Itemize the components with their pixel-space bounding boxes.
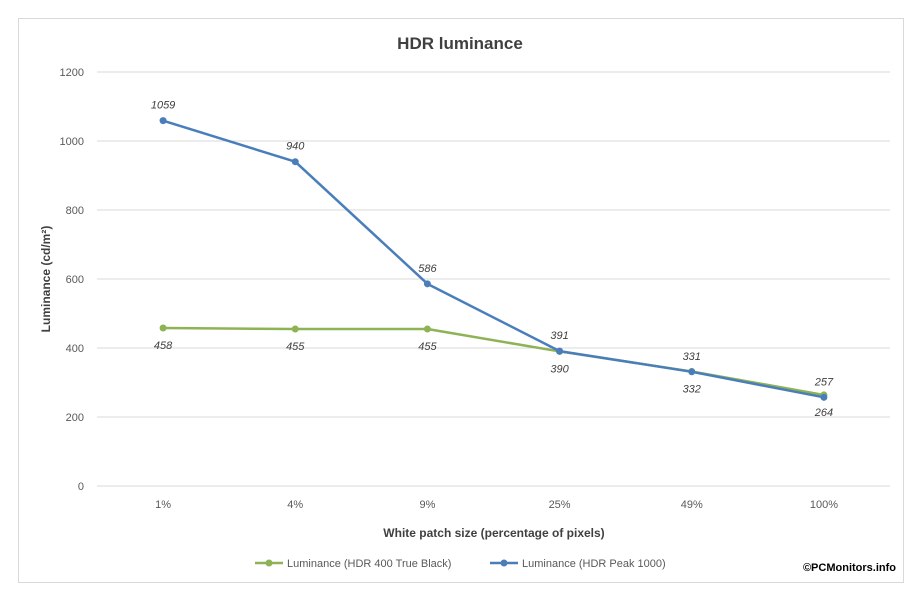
y-tick-label: 1200 [60,67,84,79]
x-tick-label: 100% [810,499,838,511]
x-tick-label: 49% [681,499,703,511]
data-label: 264 [814,407,833,419]
data-label: 1059 [151,100,175,112]
series-line [162,119,825,399]
series-hdr1000: 1059 940 586 391 331 257 [151,100,834,401]
data-point [688,368,696,376]
data-label: 455 [286,341,305,353]
data-label: 391 [550,330,568,342]
x-tick-label: 4% [287,499,303,511]
data-point [291,325,299,333]
data-label: 586 [418,263,437,275]
data-label: 331 [683,351,701,363]
legend-swatch-marker [500,559,508,567]
data-point [159,117,167,125]
series-hdr400: 458 455 455 390 332 264 [154,324,833,419]
data-label: 332 [683,383,701,395]
x-tick-label: 9% [419,499,435,511]
series-line [163,326,825,397]
y-axis-ticks: 0 200 400 600 800 1000 1200 [60,67,84,493]
x-tick-label: 1% [155,499,171,511]
data-label: 458 [154,340,173,352]
legend-swatch-marker [265,559,273,567]
chart-frame [18,18,904,583]
y-tick-label: 800 [66,205,84,217]
data-point [423,325,431,333]
data-label: 257 [814,376,834,388]
legend-label: Luminance (HDR Peak 1000) [522,558,666,570]
gridlines [97,71,890,487]
chart-title: HDR luminance [397,34,523,53]
y-tick-label: 1000 [60,136,84,148]
y-axis-label: Luminance (cd/m²) [39,226,53,333]
y-tick-label: 200 [66,412,84,424]
data-label: 940 [286,141,305,153]
data-point [291,158,299,166]
data-point [820,393,828,401]
x-axis-label: White patch size (percentage of pixels) [383,526,604,540]
data-point [159,324,167,332]
data-point [556,347,564,355]
y-tick-label: 0 [78,481,84,493]
data-label: 455 [418,341,437,353]
legend: Luminance (HDR 400 True Black) Luminance … [255,558,666,570]
y-tick-label: 400 [66,343,84,355]
watermark: ©PCMonitors.info [802,562,896,574]
data-label: 390 [550,363,569,375]
series-group: 458 455 455 390 332 264 1059 940 586 391 331 257 [151,100,834,419]
x-axis-ticks: 1% 4% 9% 25% 49% 100% [155,499,838,511]
legend-label: Luminance (HDR 400 True Black) [287,558,451,570]
y-tick-label: 600 [66,274,84,286]
data-point [423,280,431,288]
x-tick-label: 25% [549,499,571,511]
